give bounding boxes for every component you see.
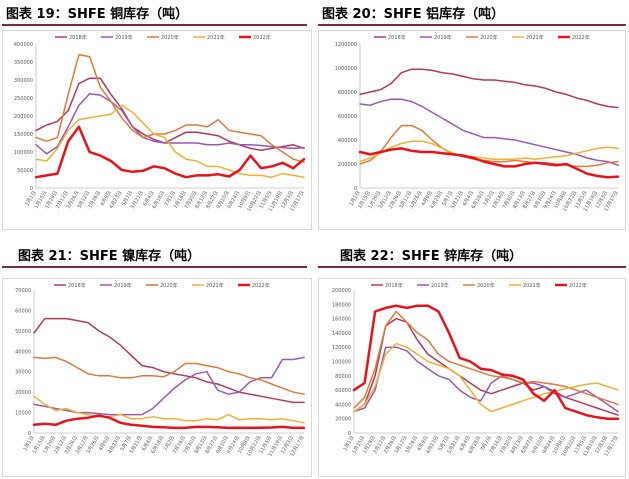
series-line-2018年 [33,317,305,404]
series-line-2021年 [353,342,619,413]
legend-label: 2022年 [572,34,590,41]
legend-label: 2019年 [434,34,452,41]
y-tick-label: 250000 [14,96,33,102]
title-rule [2,266,307,268]
series-line-2020年 [359,124,619,168]
y-tick-label: 30000 [15,370,31,376]
y-tick-label: 200000 [14,114,33,120]
y-tick-label: 100000 [14,150,33,156]
y-tick-label: 200000 [332,288,351,294]
legend-label: 2019年 [114,282,132,289]
chart-title: 图表 22：SHFE 锌库存（吨） [340,249,523,264]
y-tick-label: 120000 [332,345,351,351]
legend-label: 2018年 [68,282,86,289]
y-tick-label: 100000 [332,360,351,366]
y-tick-label: 60000 [335,388,351,394]
y-tick-label: 0 [30,186,33,192]
legend-label: 2018年 [69,34,87,41]
copper-inventory-chart: 0 50000 100000 150000 200000 250000 300000 3500… [14,34,306,213]
chart-frame [2,30,312,230]
y-tick-label: 160000 [332,317,351,323]
legend-label: 2021年 [206,282,224,289]
legend-label: 2020年 [161,34,179,41]
legend-label: 2020年 [160,282,178,289]
title-rule [318,266,626,268]
legend-label: 2018年 [385,282,403,289]
y-tick-label: 0 [348,431,351,437]
y-tick-label: 1000000 [335,66,357,72]
y-tick-label: 300000 [14,78,33,84]
y-tick-label: 140000 [332,331,351,337]
y-tick-label: 150000 [14,132,33,138]
y-tick-label: 60000 [15,308,31,314]
legend-label: 2021年 [523,282,541,289]
legend-label: 2021年 [207,34,225,41]
series-line-2018年 [35,77,305,151]
series-line-2021年 [35,104,305,178]
y-tick-label: 40000 [335,402,351,408]
series-line-2020年 [33,356,305,395]
legend-label: 2019年 [431,282,449,289]
legend-label: 2018年 [388,34,406,41]
series-line-2020年 [35,54,305,163]
series-line-2022年 [358,147,620,179]
legend-label: 2020年 [477,282,495,289]
zinc-inventory-chart: 0 20000 40000 60000 80000 100000 120000 140000 1… [332,282,620,458]
title-rule [318,24,626,26]
title-rule [2,24,307,26]
nickel-inventory-chart: 0100002000030000400005000060000700001月1日… [15,282,306,458]
series-line-2022年 [352,304,620,420]
series-line-2018年 [359,68,619,109]
y-tick-label: 10000 [15,411,31,417]
chart-title: 图表 21：SHFE 镍库存（吨） [18,249,201,264]
y-tick-label: 0 [354,186,357,192]
y-tick-label: 80000 [335,374,351,380]
y-tick-label: 180000 [332,302,351,308]
series-line-2019年 [353,346,619,413]
legend-label: 2022年 [569,282,587,289]
y-tick-label: 600000 [338,114,357,120]
series-line-2021年 [359,140,619,163]
y-tick-label: 50000 [17,168,33,174]
y-tick-label: 400000 [14,42,33,48]
y-tick-label: 400000 [338,138,357,144]
y-tick-label: 800000 [338,90,357,96]
legend-label: 2020年 [480,34,498,41]
chart-frame [318,30,626,230]
legend-label: 2022年 [253,34,271,41]
legend-label: 2019年 [115,34,133,41]
legend-label: 2021年 [526,34,544,41]
aluminium-inventory-chart: 0200000400000600000800000100000012000001… [335,34,620,213]
chart-title: 图表 20：SHFE 铝库存（吨） [322,7,505,22]
y-tick-label: 70000 [15,288,31,294]
y-tick-label: 350000 [14,60,33,66]
series-line-2019年 [35,92,305,155]
series-line-2021年 [33,395,305,424]
chart-title: 图表 19：SHFE 铜库存（吨） [6,7,189,22]
y-tick-label: 50000 [15,329,31,335]
chart-frame [318,278,626,477]
series-line-2019年 [359,98,619,166]
series-line-2018年 [353,317,619,416]
series-line-2022年 [32,414,306,430]
y-tick-label: 1200000 [335,42,357,48]
series-line-2022年 [34,125,306,179]
legend-label: 2022年 [252,282,270,289]
y-tick-label: 40000 [15,349,31,355]
y-tick-label: 200000 [338,162,357,168]
y-tick-label: 20000 [335,417,351,423]
y-tick-label: 20000 [15,390,31,396]
y-tick-label: 0 [28,431,31,437]
series-line-2020年 [353,310,619,409]
